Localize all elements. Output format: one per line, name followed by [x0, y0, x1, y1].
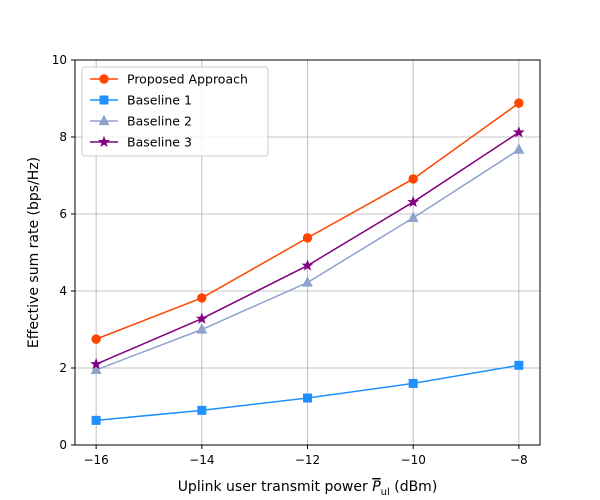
data-point [90, 357, 103, 370]
data-point [301, 259, 314, 271]
legend-label: Baseline 1 [127, 93, 192, 108]
y-tick-label: 4 [59, 284, 67, 298]
legend-item: Baseline 1 [90, 93, 192, 108]
legend-marker [99, 74, 109, 84]
x-axis-label-prefix: Uplink user transmit power [178, 479, 373, 495]
y-tick-label: 0 [59, 438, 67, 452]
series-4 [90, 126, 525, 370]
data-point [512, 126, 525, 138]
data-point [513, 143, 525, 154]
data-point [407, 195, 420, 208]
data-point [91, 415, 101, 425]
legend-label: Baseline 3 [127, 135, 192, 150]
y-tick-label: 10 [52, 53, 67, 67]
x-axis-label-suffix: (dBm) [390, 479, 438, 495]
data-point [514, 360, 524, 370]
legend-label: Baseline 2 [127, 114, 192, 129]
data-point [408, 378, 418, 388]
series-2 [91, 360, 524, 425]
axis-ticks: −16 −14 −12 −10 −8 0 2 4 6 8 10 [52, 53, 528, 467]
data-point [90, 363, 102, 375]
data-point [195, 312, 208, 324]
legend: Proposed Approach Baseline 1 Baseline 2 Bas… [81, 66, 269, 157]
legend-label: Proposed Approach [127, 72, 248, 87]
legend-item: Baseline 3 [90, 135, 192, 150]
x-tick-label: −8 [510, 453, 528, 467]
data-point [197, 405, 207, 415]
legend-item: Proposed Approach [90, 72, 248, 87]
legend-box [81, 66, 269, 157]
legend-marker [99, 95, 109, 105]
data-point [514, 98, 524, 108]
data-point [91, 334, 101, 344]
x-axis-label: Uplink user transmit power Pul (dBm) [178, 479, 438, 498]
x-tick-label: −12 [295, 453, 320, 467]
series-layer [90, 98, 525, 425]
data-point [302, 233, 313, 243]
legend-item: Baseline 2 [90, 114, 192, 129]
x-tick-label: −16 [83, 453, 108, 467]
y-axis-label: Effective sum rate (bps/Hz) [26, 157, 42, 348]
x-axis-label-subscript: ul [381, 487, 390, 498]
y-tick-label: 8 [59, 130, 67, 144]
series-3 [90, 143, 525, 375]
x-axis-label-symbol: P [372, 479, 381, 495]
y-tick-label: 6 [59, 207, 67, 221]
x-tick-label: −14 [189, 453, 214, 467]
data-point [303, 393, 312, 403]
legend-marker [98, 135, 110, 148]
data-point [407, 211, 419, 222]
data-point [302, 276, 313, 287]
data-point [408, 174, 418, 184]
series-1 [91, 98, 524, 344]
legend-marker [98, 114, 110, 126]
y-tick-label: 2 [59, 361, 67, 375]
data-point [196, 323, 208, 334]
x-tick-label: −10 [401, 453, 426, 467]
data-point [197, 293, 207, 303]
